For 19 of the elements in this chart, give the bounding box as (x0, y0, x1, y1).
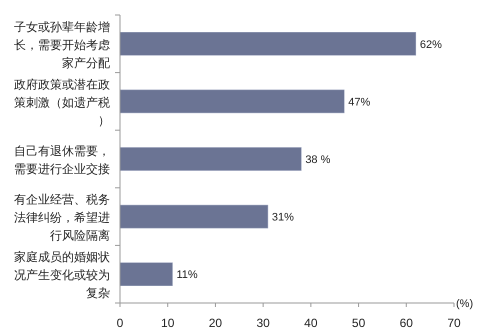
x-tick-label: 70 (447, 316, 461, 330)
x-tick-label: 50 (352, 316, 366, 330)
x-tick-label: 40 (304, 316, 318, 330)
data-label: 62% (420, 38, 442, 51)
data-label: 11% (176, 269, 198, 282)
x-tick-label: 0 (116, 316, 124, 330)
data-label: 38 % (305, 154, 331, 166)
y-tick-label: 自己有退休需要，需要进行企业交接 (14, 144, 110, 176)
x-tick-label: 60 (400, 316, 414, 330)
y-tick-label: 有企业经营、税务法律纠纷，希望进行风险隔离 (14, 192, 110, 243)
y-tick-label: 政府政策或潜在政策刺激（如遗产税） (14, 77, 110, 128)
x-axis-title: (%) (456, 298, 474, 310)
x-tick-label: 30 (256, 316, 270, 330)
y-tick-label: 家庭成员的婚姻状况产生变化或较为复杂 (14, 250, 110, 300)
x-tick-label: 20 (208, 316, 222, 330)
x-tick-label: 10 (161, 316, 175, 330)
y-tick-label: 子女或孙辈年龄增长，需要开始考虑家产分配 (14, 20, 110, 70)
data-label: 31% (272, 212, 294, 224)
data-label: 47% (348, 96, 370, 108)
